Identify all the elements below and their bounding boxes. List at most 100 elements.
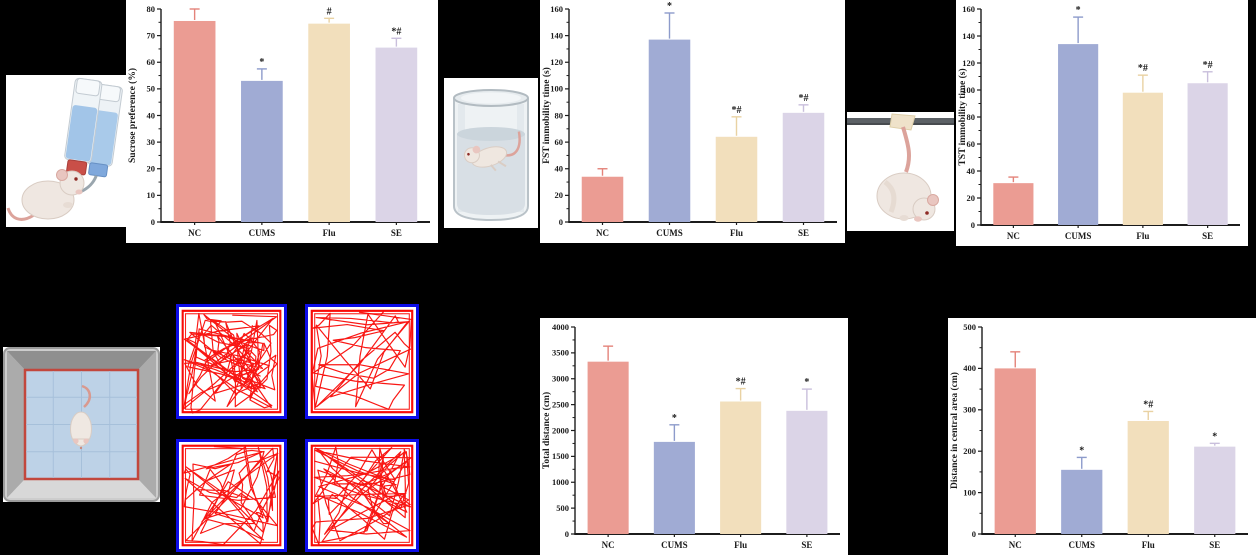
track-plot-nc: [176, 304, 287, 419]
track-plot-se: [305, 439, 419, 552]
y-tick-label: 10: [147, 190, 156, 200]
track-svg-flu-track: [181, 444, 282, 547]
y-tick-label: 0: [151, 217, 155, 227]
y-axis-title: FST immobility time (s): [541, 67, 552, 164]
significance-annotation: *#: [1203, 60, 1213, 71]
beaker-with-mouse-icon: [453, 89, 529, 222]
significance-annotation: *#: [1143, 399, 1153, 410]
y-tick-label: 300: [963, 405, 976, 415]
x-tick-label: CUMS: [656, 228, 683, 238]
track-plot-flu: [176, 439, 287, 552]
y-tick-label: 0: [972, 529, 976, 539]
y-tick-label: 40: [967, 166, 976, 176]
y-tick-label: 30: [147, 137, 156, 147]
open-field-test-illustration: [3, 347, 160, 502]
y-tick-label: 0: [559, 217, 563, 227]
wall-trace-outer: [181, 444, 282, 547]
chart-tst-immobility: 0 20 40 60 80 100 120 140 160 NC * CUMS *# Flu *# SE TST…: [956, 0, 1248, 246]
y-tick-label: 0: [565, 529, 569, 539]
y-tick-label: 80: [967, 112, 976, 122]
y-tick-label: 50: [147, 84, 156, 94]
chart-svg-spt: 0 10 20 30 40 50 60 70 80 NC * CUMS # Flu *# SE Sucrose …: [127, 4, 430, 238]
x-tick-label: NC: [596, 228, 609, 238]
track-svg-cums-track: [310, 309, 414, 414]
x-tick-label: CUMS: [1069, 540, 1096, 550]
chart-svg-central: 0 100 200 300 400 500 NC * CUMS *# Flu * SE Distance …: [949, 322, 1248, 550]
bar-cums: [1061, 469, 1103, 534]
forced-swim-test-illustration: [444, 78, 538, 228]
x-tick-label: Flu: [1142, 540, 1155, 550]
bar-nc: [994, 368, 1036, 534]
track-svg-nc-track: [181, 309, 282, 414]
x-tick-label: CUMS: [661, 540, 688, 550]
y-tick-label: 1000: [552, 477, 569, 487]
wall-trace-inner: [184, 313, 279, 410]
significance-annotation: *#: [736, 377, 746, 388]
bar-flu: [720, 401, 762, 534]
y-tick-label: 60: [147, 57, 156, 67]
bar-se: [375, 47, 418, 223]
x-tick-label: CUMS: [1065, 231, 1092, 241]
swimming-mouse-icon: [463, 131, 521, 172]
tail-suspension-test-illustration: [847, 112, 954, 231]
open-field-arena-icon: [3, 347, 160, 502]
significance-annotation: *: [672, 413, 677, 424]
y-tick-label: 3000: [552, 374, 569, 384]
significance-annotation: *: [1079, 445, 1084, 456]
mouse-with-bottles-icon: [6, 77, 123, 221]
significance-annotation: *: [1076, 5, 1081, 16]
locomotion-trace: [311, 446, 412, 546]
significance-annotation: *#: [732, 105, 742, 116]
significance-annotation: *: [1212, 431, 1217, 442]
x-tick-label: NC: [1009, 540, 1022, 550]
y-tick-label: 500: [963, 322, 976, 332]
y-axis-title: Distance in central area (cm): [949, 372, 960, 489]
bar-cums: [653, 441, 695, 534]
y-tick-label: 2000: [552, 425, 569, 435]
y-axis-title: Sucrose preference (%): [127, 68, 138, 163]
y-tick-label: 60: [555, 137, 564, 147]
bar-flu: [715, 136, 758, 222]
y-tick-label: 40: [147, 110, 156, 120]
bar-nc: [581, 176, 624, 222]
x-tick-label: Flu: [1136, 231, 1149, 241]
x-tick-label: Flu: [734, 540, 747, 550]
locomotion-trace: [183, 312, 278, 414]
y-tick-label: 160: [962, 4, 975, 14]
bar-cums: [241, 80, 283, 222]
bar-se: [1187, 83, 1228, 225]
y-tick-label: 4000: [552, 322, 569, 332]
x-tick-label: SE: [798, 228, 809, 238]
y-tick-label: 100: [963, 487, 976, 497]
track-plot-cums: [305, 304, 419, 419]
bar-cums: [1058, 44, 1099, 225]
bar-nc: [993, 183, 1034, 225]
y-tick-label: 160: [550, 4, 563, 14]
y-tick-label: 400: [963, 363, 976, 373]
y-tick-label: 20: [147, 164, 156, 174]
mouse-icon: [70, 384, 92, 450]
bar-flu: [308, 23, 350, 222]
significance-annotation: *#: [1138, 63, 1148, 74]
y-axis-title: TST immobility time (s): [957, 68, 968, 165]
wall-trace-outer: [310, 444, 414, 547]
locomotion-trace: [183, 445, 280, 546]
x-tick-label: NC: [188, 228, 201, 238]
chart-svg-tst: 0 20 40 60 80 100 120 140 160 NC * CUMS *# Flu *# SE TST…: [957, 4, 1240, 241]
y-tick-label: 3500: [552, 348, 569, 358]
wall-trace-outer: [181, 309, 282, 414]
wall-trace-inner: [314, 448, 410, 543]
significance-annotation: *: [259, 57, 264, 68]
x-tick-label: NC: [602, 540, 615, 550]
y-tick-label: 60: [967, 139, 976, 149]
y-tick-label: 140: [962, 31, 975, 41]
track-svg-se-track: [310, 444, 414, 547]
y-tick-label: 0: [971, 220, 975, 230]
x-tick-label: Flu: [323, 228, 336, 238]
bar-se: [782, 112, 825, 222]
x-tick-label: SE: [1209, 540, 1220, 550]
bar-nc: [173, 20, 216, 223]
x-tick-label: SE: [1202, 231, 1213, 241]
mouse-icon: [6, 169, 85, 221]
bar-flu: [1127, 420, 1169, 534]
